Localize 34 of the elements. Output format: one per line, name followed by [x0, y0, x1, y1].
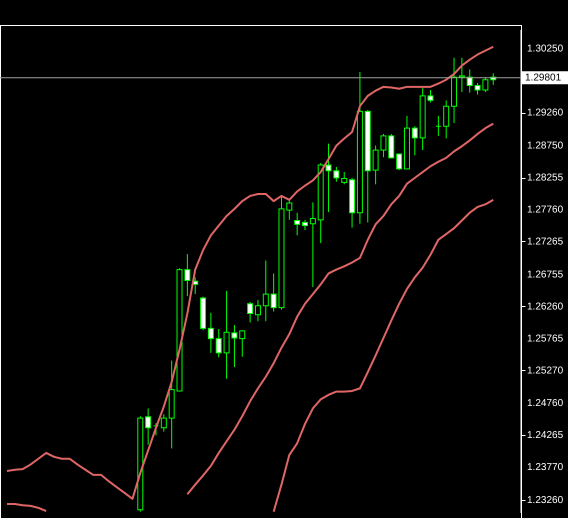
ref-line-label: 1.29801 [525, 72, 562, 84]
candlestick [380, 133, 386, 158]
candlestick [239, 330, 246, 358]
y-tick-label: 1.23770 [527, 462, 564, 474]
y-tick-label: 1.25270 [527, 365, 564, 376]
candlestick [326, 143, 332, 213]
candlestick [474, 82, 481, 96]
candlestick [152, 422, 159, 436]
candlestick [224, 290, 230, 380]
candlestick [302, 219, 308, 231]
candlestick [435, 115, 442, 136]
y-tick-label: 1.28750 [527, 140, 564, 152]
y-tick-label: 1.30250 [527, 44, 564, 55]
line-series [6, 46, 494, 500]
candlestick [254, 299, 261, 322]
candlestick [294, 212, 300, 236]
candlestick [231, 324, 238, 368]
candlestick [428, 90, 434, 103]
line-series [272, 198, 494, 513]
y-tick-label: 1.26260 [527, 301, 564, 312]
candlestick [247, 301, 254, 324]
y-tick-label: 1.24265 [527, 430, 564, 442]
y-tick-label: 1.25765 [527, 333, 564, 344]
y-tick-label: 1.27265 [527, 236, 564, 248]
y-tick-label: 1.28255 [527, 172, 564, 184]
candlestick [184, 254, 190, 297]
candlestick [482, 76, 488, 92]
candlestick [443, 100, 450, 139]
y-tick-label: 1.26755 [527, 269, 564, 280]
y-tick-label: 1.27760 [527, 204, 564, 216]
y-tick-label: 1.29260 [527, 108, 564, 119]
candlestick [286, 198, 292, 220]
y-tick-label: 1.24760 [527, 398, 564, 410]
y-tick-label: 1.23260 [527, 495, 564, 506]
